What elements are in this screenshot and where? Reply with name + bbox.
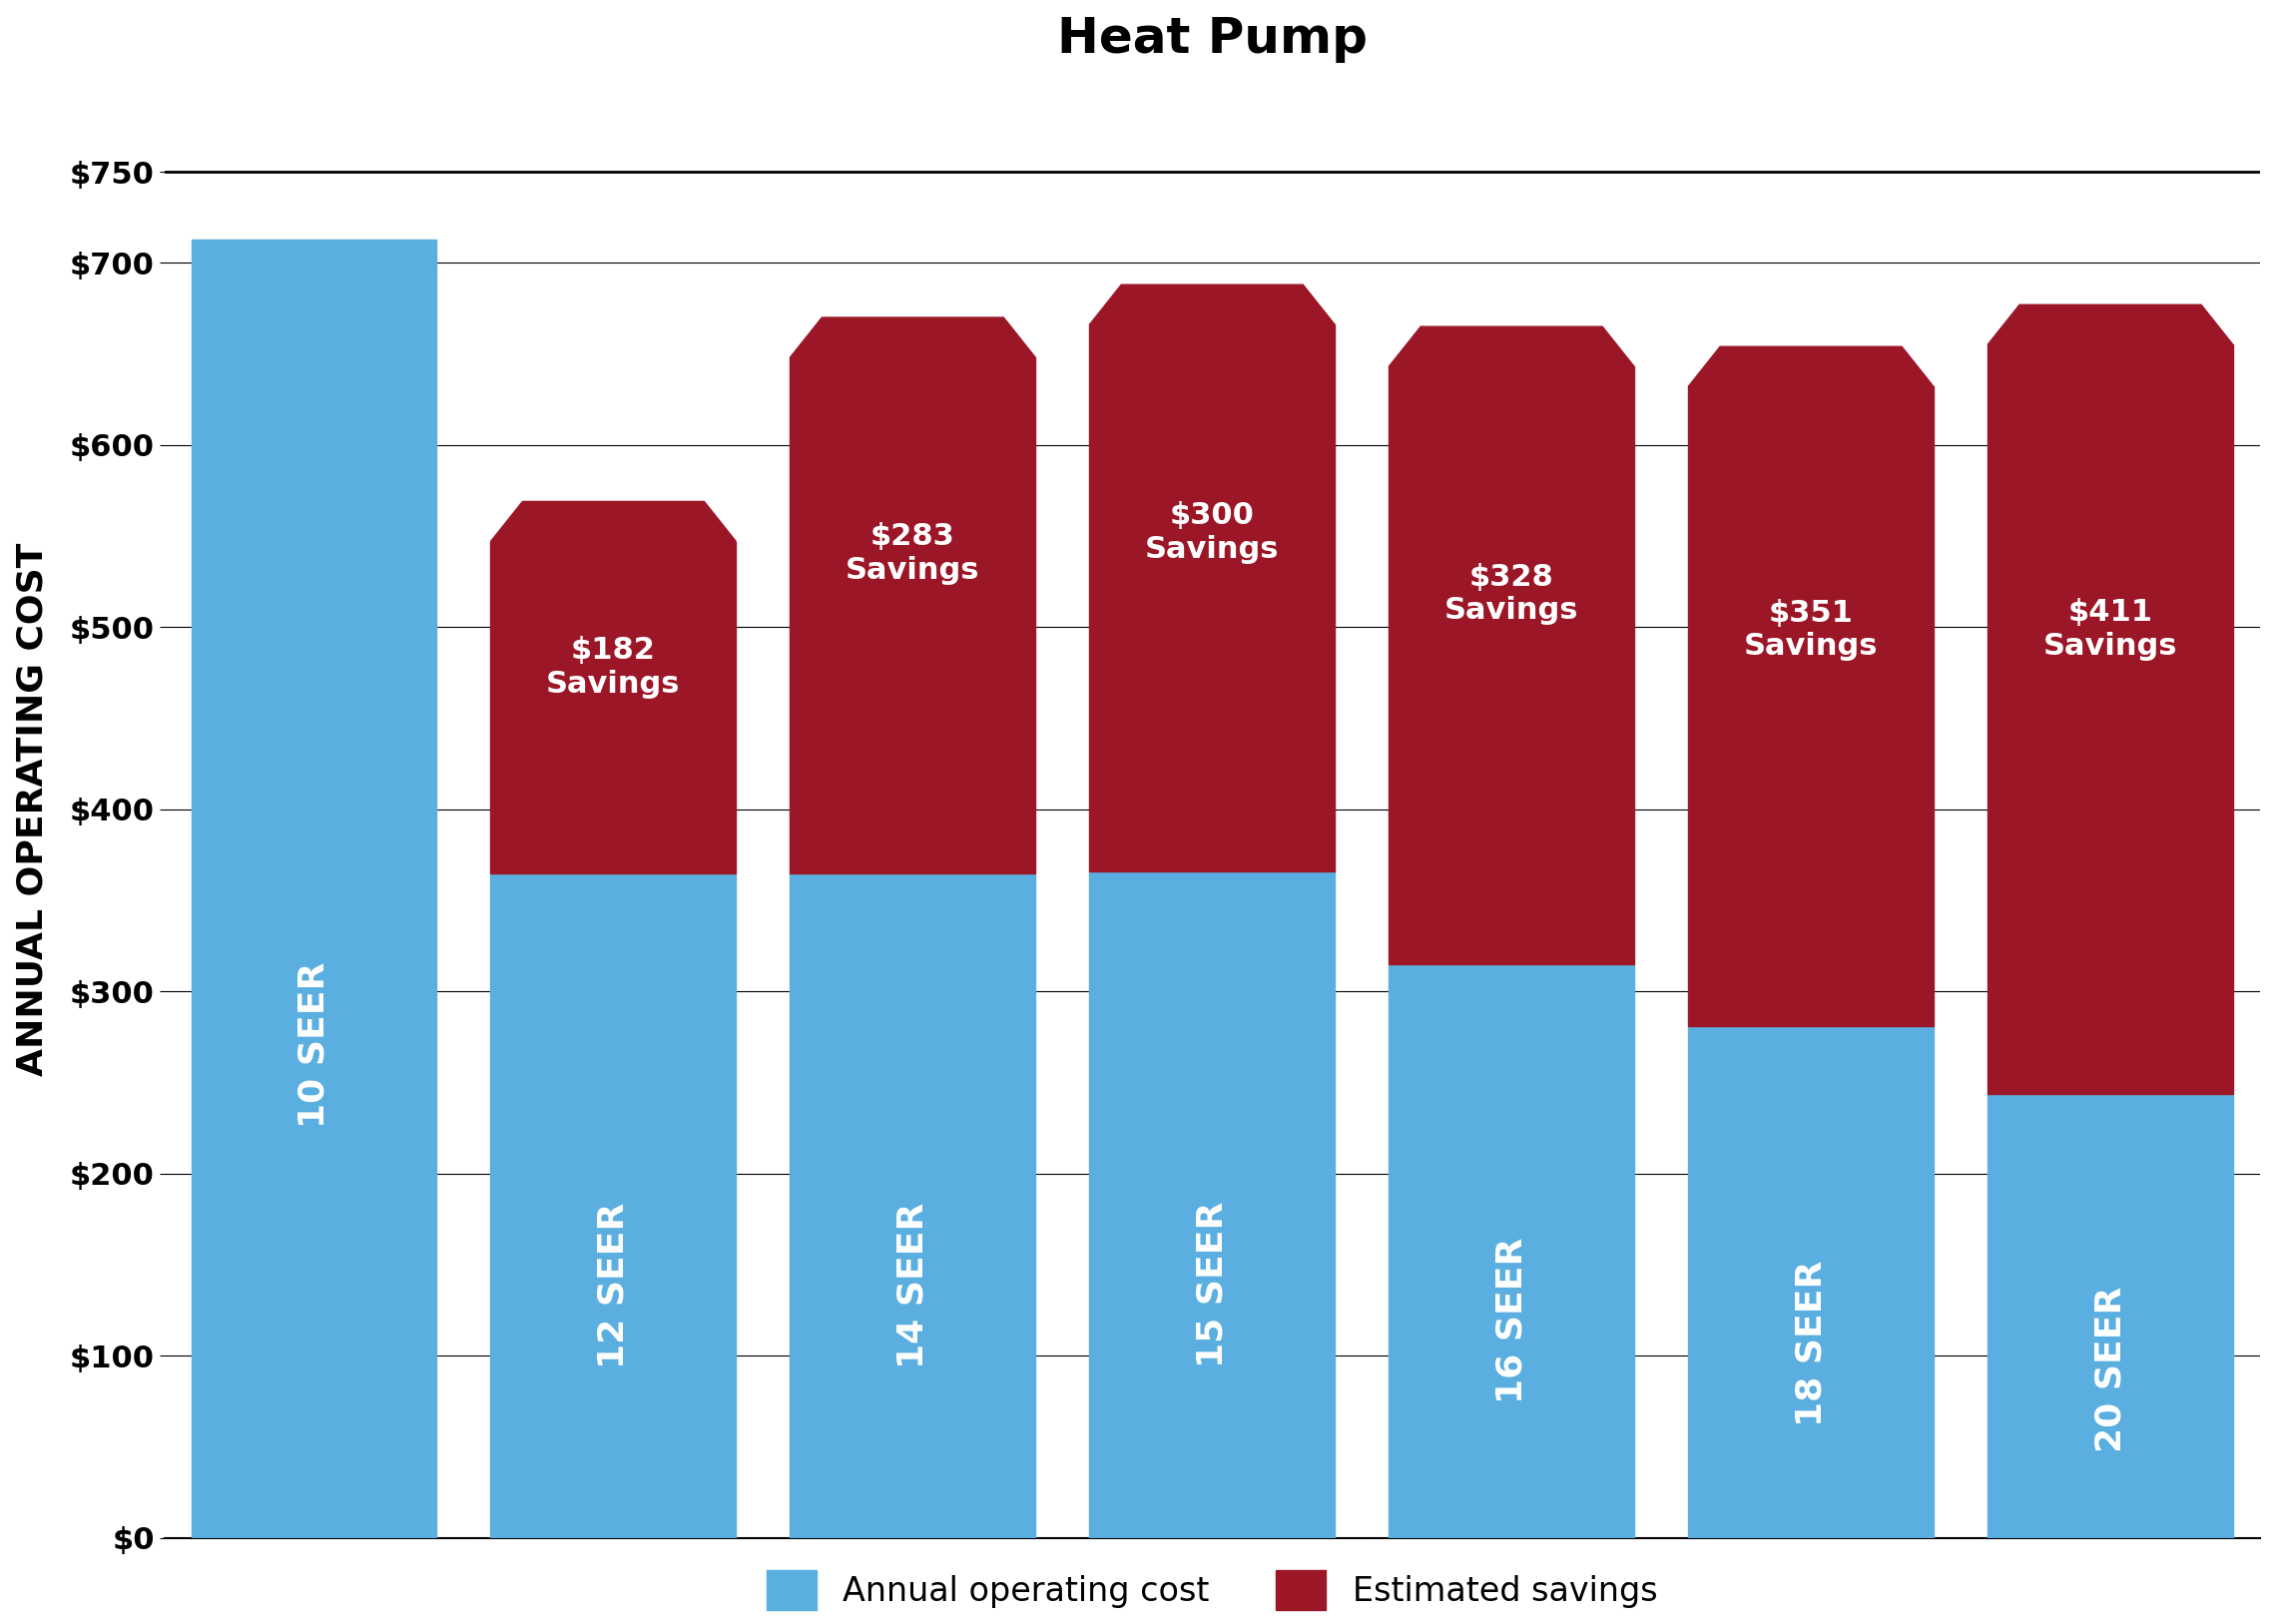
Text: 18 SEER: 18 SEER	[1795, 1260, 1827, 1426]
Text: $411
Savings: $411 Savings	[2043, 598, 2177, 661]
Bar	[1988, 344, 2234, 1093]
Bar	[1388, 367, 1633, 965]
Bar	[1988, 1093, 2234, 1538]
Polygon shape	[789, 317, 1035, 357]
Bar	[491, 874, 737, 1538]
Text: 10 SEER: 10 SEER	[298, 961, 330, 1127]
Text: 12 SEER: 12 SEER	[596, 1202, 630, 1369]
Bar	[789, 874, 1035, 1538]
Bar	[491, 541, 737, 874]
Text: 15 SEER: 15 SEER	[1194, 1202, 1229, 1367]
Title: Heat Pump: Heat Pump	[1058, 15, 1367, 63]
Text: $300
Savings: $300 Savings	[1144, 502, 1279, 564]
Bar	[1688, 1026, 1934, 1538]
Polygon shape	[1388, 326, 1633, 367]
Text: 20 SEER: 20 SEER	[2093, 1286, 2127, 1452]
Bar	[789, 357, 1035, 874]
Polygon shape	[1688, 346, 1934, 387]
Bar	[1388, 965, 1633, 1538]
Polygon shape	[491, 502, 737, 541]
Polygon shape	[1090, 284, 1335, 325]
Bar	[1688, 387, 1934, 1026]
Text: $328
Savings: $328 Savings	[1445, 562, 1579, 625]
Text: $182
Savings: $182 Savings	[546, 637, 680, 698]
Legend: Annual operating cost, Estimated savings: Annual operating cost, Estimated savings	[753, 1556, 1672, 1624]
Bar	[1090, 872, 1335, 1538]
Polygon shape	[1988, 305, 2234, 344]
Text: $283
Savings: $283 Savings	[846, 523, 981, 585]
Text: 16 SEER: 16 SEER	[1495, 1237, 1529, 1403]
Y-axis label: ANNUAL OPERATING COST: ANNUAL OPERATING COST	[16, 542, 50, 1077]
Bar	[191, 239, 437, 1538]
Text: 14 SEER: 14 SEER	[896, 1202, 930, 1369]
Bar	[1090, 325, 1335, 872]
Text: $351
Savings: $351 Savings	[1745, 599, 1879, 661]
